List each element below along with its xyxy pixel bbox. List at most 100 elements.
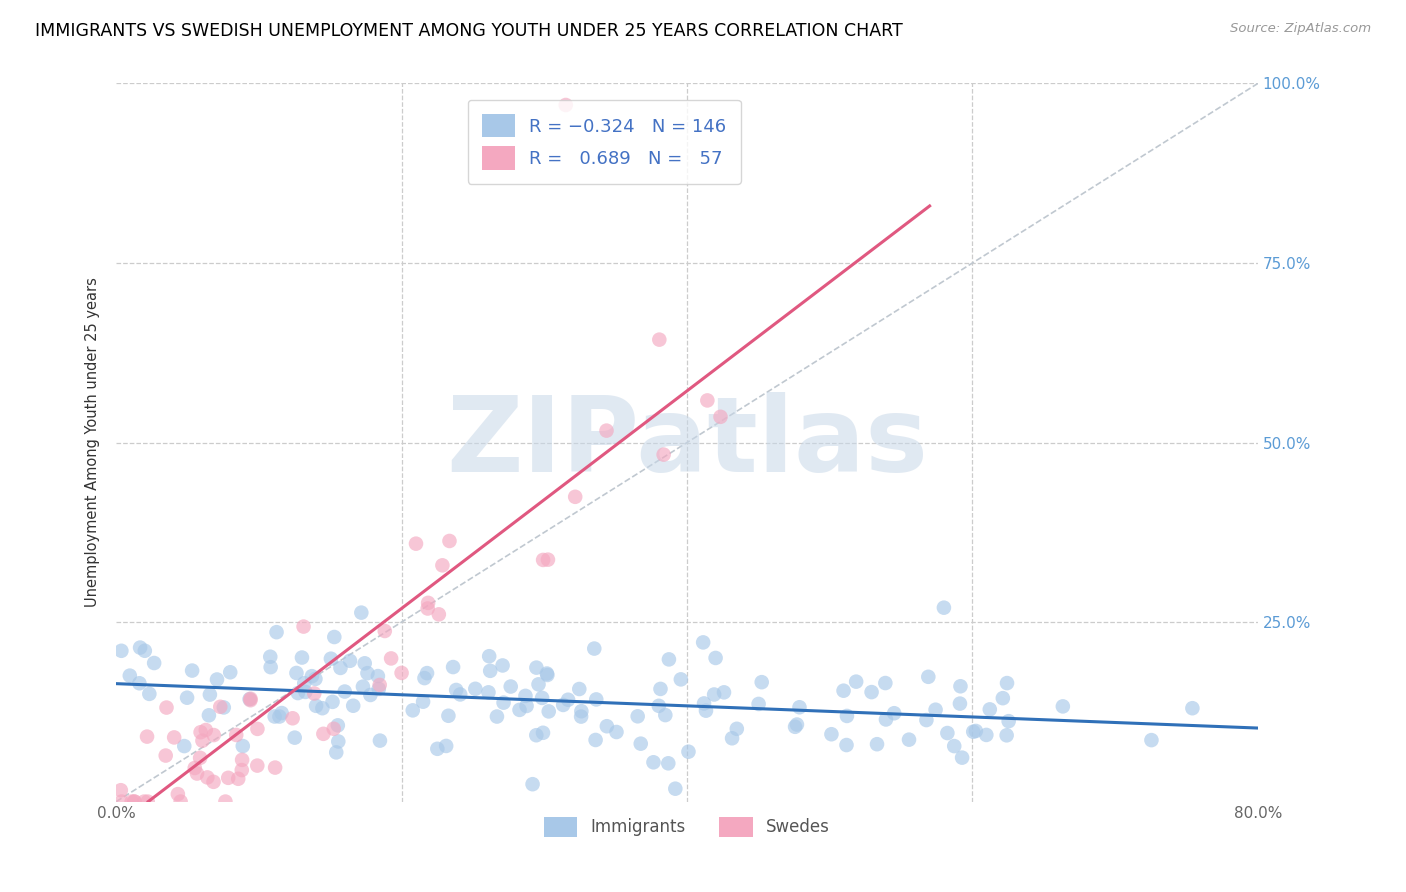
Point bbox=[936, 726, 959, 740]
Point bbox=[124, 795, 146, 809]
Point bbox=[704, 651, 727, 665]
Point bbox=[285, 665, 308, 680]
Point bbox=[356, 666, 378, 681]
Point bbox=[845, 674, 868, 689]
Point bbox=[441, 660, 464, 674]
Point bbox=[121, 795, 143, 809]
Point bbox=[995, 728, 1018, 742]
Point bbox=[820, 727, 842, 741]
Point bbox=[232, 739, 254, 753]
Point bbox=[789, 700, 811, 714]
Text: IMMIGRANTS VS SWEDISH UNEMPLOYMENT AMONG YOUTH UNDER 25 YEARS CORRELATION CHART: IMMIGRANTS VS SWEDISH UNEMPLOYMENT AMONG… bbox=[35, 22, 903, 40]
Point bbox=[439, 533, 461, 548]
Point bbox=[326, 718, 349, 732]
Point bbox=[219, 665, 242, 680]
Point bbox=[412, 695, 434, 709]
Point bbox=[997, 714, 1019, 728]
Point bbox=[322, 722, 344, 736]
Point bbox=[658, 652, 681, 666]
Point bbox=[630, 737, 652, 751]
Point bbox=[917, 670, 939, 684]
Point bbox=[305, 698, 328, 713]
Point bbox=[554, 98, 576, 112]
Point bbox=[1052, 699, 1074, 714]
Point bbox=[427, 607, 450, 622]
Point bbox=[492, 696, 515, 710]
Point bbox=[359, 688, 381, 702]
Point bbox=[751, 675, 773, 690]
Point bbox=[479, 664, 502, 678]
Point bbox=[464, 681, 486, 696]
Point bbox=[194, 723, 217, 737]
Point bbox=[212, 700, 235, 714]
Point bbox=[783, 720, 806, 734]
Point bbox=[875, 713, 897, 727]
Point bbox=[301, 669, 323, 683]
Point bbox=[583, 641, 606, 656]
Point bbox=[186, 766, 208, 780]
Point bbox=[527, 677, 550, 691]
Point bbox=[128, 676, 150, 690]
Point bbox=[239, 693, 262, 707]
Point bbox=[269, 709, 291, 723]
Text: ZIPatlas: ZIPatlas bbox=[446, 392, 928, 493]
Point bbox=[962, 724, 984, 739]
Point bbox=[136, 795, 159, 809]
Point bbox=[239, 691, 262, 706]
Point bbox=[564, 490, 586, 504]
Point bbox=[499, 680, 522, 694]
Point bbox=[287, 686, 309, 700]
Point bbox=[416, 666, 439, 681]
Point bbox=[643, 756, 665, 770]
Point bbox=[333, 684, 356, 698]
Point bbox=[110, 795, 132, 809]
Point bbox=[477, 685, 499, 699]
Point bbox=[557, 692, 579, 706]
Point bbox=[374, 624, 396, 638]
Point bbox=[202, 728, 225, 742]
Point bbox=[209, 699, 232, 714]
Point bbox=[342, 698, 364, 713]
Point bbox=[648, 333, 671, 347]
Point bbox=[478, 649, 501, 664]
Point bbox=[713, 685, 735, 699]
Point bbox=[138, 687, 160, 701]
Point bbox=[329, 661, 352, 675]
Point bbox=[402, 703, 425, 717]
Point bbox=[524, 728, 547, 742]
Point bbox=[143, 656, 166, 670]
Point bbox=[225, 728, 247, 742]
Point bbox=[284, 731, 307, 745]
Point bbox=[181, 664, 204, 678]
Point bbox=[323, 630, 346, 644]
Point bbox=[695, 704, 717, 718]
Point bbox=[263, 709, 285, 723]
Legend: Immigrants, Swedes: Immigrants, Swedes bbox=[537, 810, 837, 844]
Point bbox=[898, 732, 921, 747]
Point bbox=[367, 669, 389, 683]
Point bbox=[319, 651, 342, 665]
Point bbox=[536, 668, 558, 682]
Point bbox=[1181, 701, 1204, 715]
Point bbox=[915, 713, 938, 727]
Point bbox=[231, 753, 253, 767]
Point bbox=[943, 739, 966, 753]
Point bbox=[205, 673, 228, 687]
Text: Source: ZipAtlas.com: Source: ZipAtlas.com bbox=[1230, 22, 1371, 36]
Point bbox=[134, 795, 156, 809]
Point bbox=[368, 678, 391, 692]
Point bbox=[413, 671, 436, 685]
Point bbox=[924, 703, 946, 717]
Point bbox=[491, 658, 513, 673]
Point bbox=[163, 731, 186, 745]
Point bbox=[231, 763, 253, 777]
Point bbox=[339, 654, 361, 668]
Point bbox=[669, 673, 692, 687]
Point bbox=[367, 681, 389, 696]
Point bbox=[304, 672, 326, 686]
Point bbox=[485, 709, 508, 723]
Point bbox=[136, 730, 159, 744]
Point bbox=[965, 723, 987, 738]
Point bbox=[654, 708, 676, 723]
Point bbox=[449, 688, 471, 702]
